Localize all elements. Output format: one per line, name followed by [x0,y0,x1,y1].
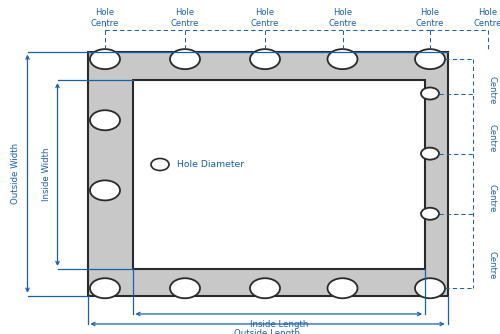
Text: Hole
Centre: Hole Centre [328,8,356,28]
Text: Hole
Centre: Hole Centre [251,8,279,28]
Circle shape [90,180,120,200]
Circle shape [421,148,439,160]
Circle shape [328,278,358,298]
Text: Hole
Centre: Hole Centre [171,8,199,28]
Circle shape [170,278,200,298]
Text: Hole
Centre: Hole Centre [488,184,500,212]
Circle shape [415,278,445,298]
Text: Hole Diameter: Hole Diameter [176,160,244,169]
Text: Inside Width: Inside Width [42,148,51,201]
Circle shape [250,49,280,69]
Text: Hole
Centre: Hole Centre [416,8,444,28]
Text: Outside Length: Outside Length [234,329,300,334]
Circle shape [90,278,120,298]
Bar [88,52,448,296]
Text: Inside Length: Inside Length [250,320,308,329]
Circle shape [151,158,169,170]
Text: Hole
Centre: Hole Centre [91,8,119,28]
Text: Hole
Centre: Hole Centre [488,251,500,279]
Bar [132,80,425,269]
Circle shape [421,88,439,100]
Circle shape [415,49,445,69]
Circle shape [421,208,439,220]
Circle shape [170,49,200,69]
Circle shape [90,49,120,69]
Circle shape [328,49,358,69]
Circle shape [250,278,280,298]
Text: Outside Width: Outside Width [10,143,20,204]
Text: Hole
Centre: Hole Centre [488,76,500,105]
Circle shape [90,110,120,130]
Text: Hole
Centre: Hole Centre [474,8,500,28]
Text: Hole
Centre: Hole Centre [488,124,500,152]
